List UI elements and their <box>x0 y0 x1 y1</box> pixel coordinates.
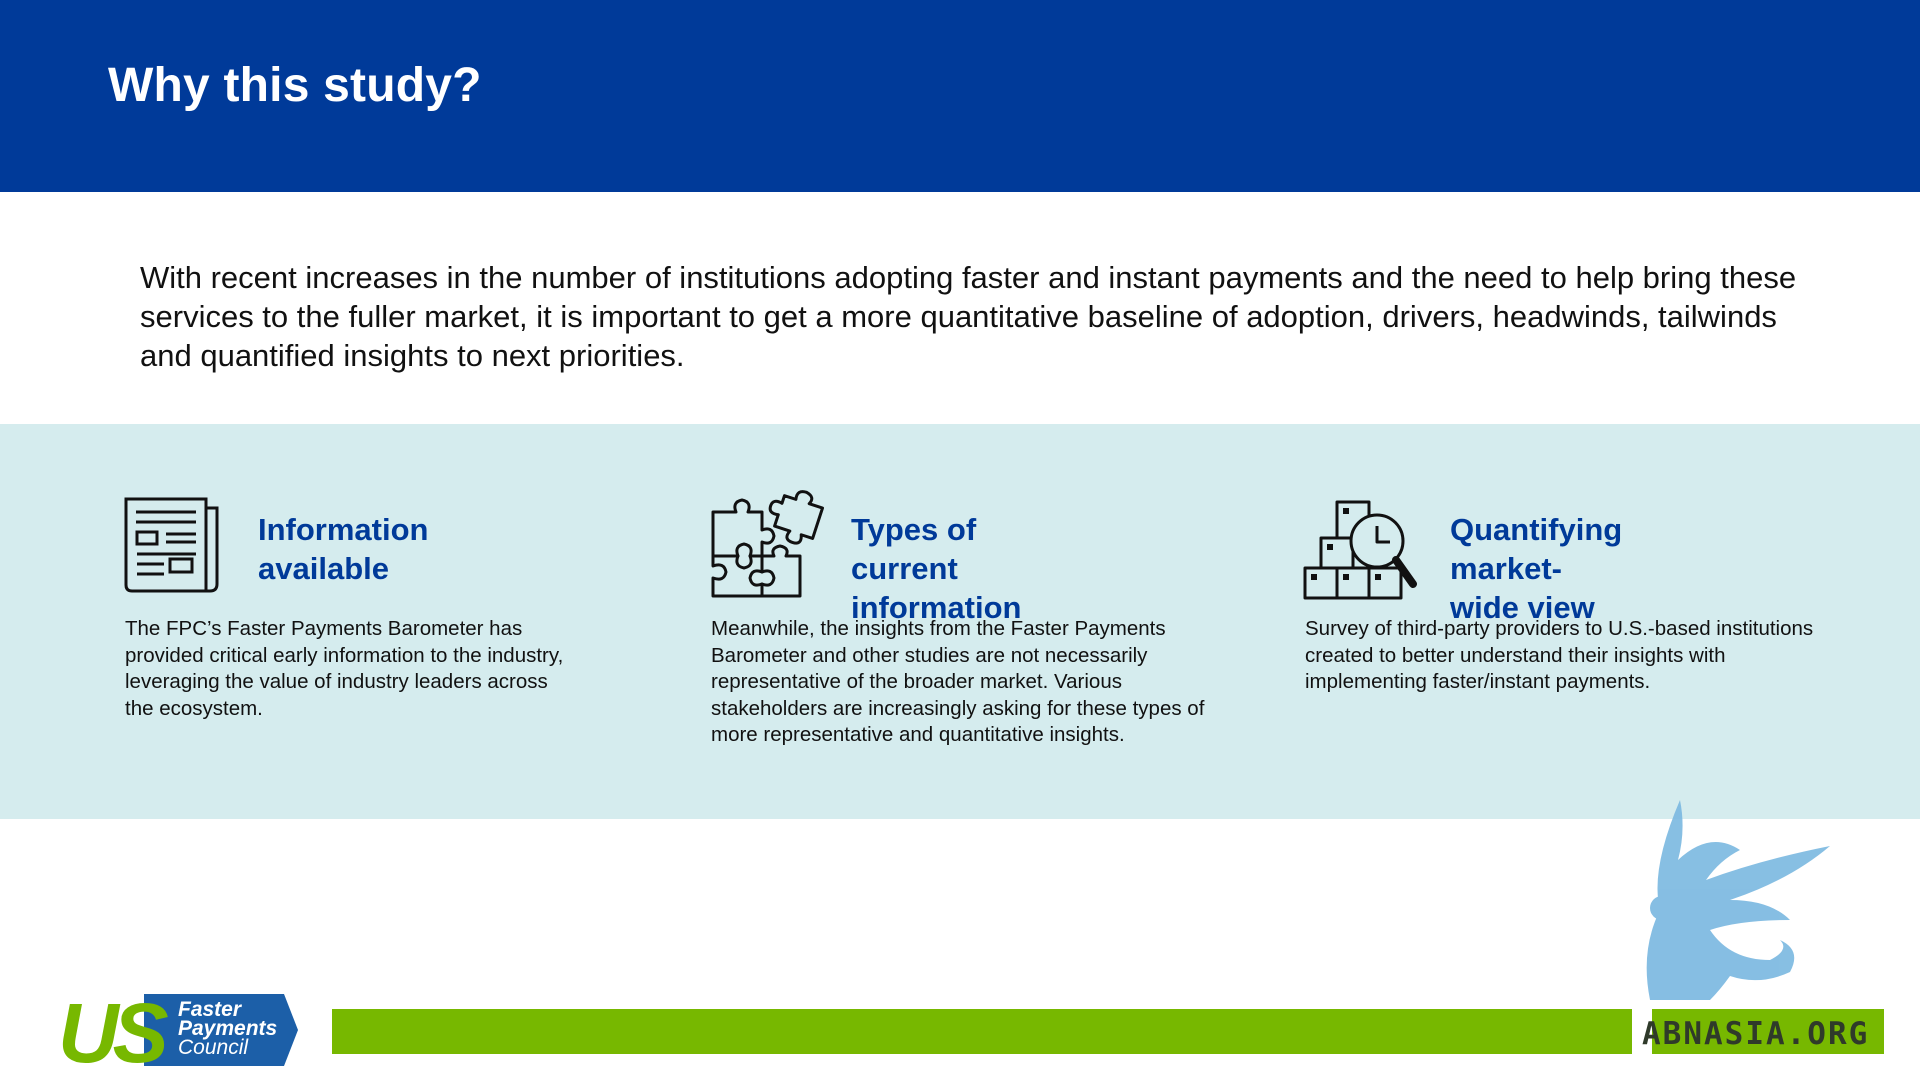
column-title: Quantifying market-wide view <box>1450 510 1622 627</box>
fpc-logo-mark: US <box>58 990 298 1070</box>
column-title-line2: available <box>258 551 389 586</box>
logo-line2: Payments <box>178 1017 278 1040</box>
column-title: Types of current information <box>851 510 1022 627</box>
column-body: Meanwhile, the insights from the Faster … <box>711 617 1205 746</box>
column-title-line2: information <box>851 590 1022 625</box>
page-title: Why this study? <box>108 59 482 112</box>
column-title: Information available <box>258 510 429 588</box>
header-banner: Why this study? <box>0 0 1920 192</box>
column-title-line1: Information <box>258 512 429 547</box>
column-title-line1: Quantifying <box>1450 512 1623 547</box>
watermark-text: ABNASIA.ORG <box>1642 1016 1870 1052</box>
newspaper-icon <box>124 497 219 593</box>
svg-text:US: US <box>58 990 169 1070</box>
footer-accent-bar-right <box>1652 1009 1884 1054</box>
intro-paragraph: With recent increases in the number of i… <box>140 260 1797 373</box>
puzzle-icon <box>711 490 825 598</box>
info-band: Information available The FPC’s Faster P… <box>0 424 1920 819</box>
column-body: The FPC’s Faster Payments Barometer has … <box>125 617 564 720</box>
boxes-magnifier-icon <box>1303 500 1417 600</box>
column-title-line1: Types of current <box>851 512 977 586</box>
footer-accent-bar <box>332 1009 1632 1054</box>
logo-line1: Faster <box>178 998 242 1021</box>
logo-text: Faster Payments Council <box>178 998 278 1059</box>
column-title-line2: market-wide view <box>1450 551 1595 625</box>
logo-line3: Council <box>178 1036 249 1059</box>
fpc-logo: US Faster Payments Council <box>56 990 298 1070</box>
griffin-watermark-icon <box>1646 800 1830 1000</box>
column-body: Survey of third-party providers to U.S.-… <box>1305 617 1814 693</box>
